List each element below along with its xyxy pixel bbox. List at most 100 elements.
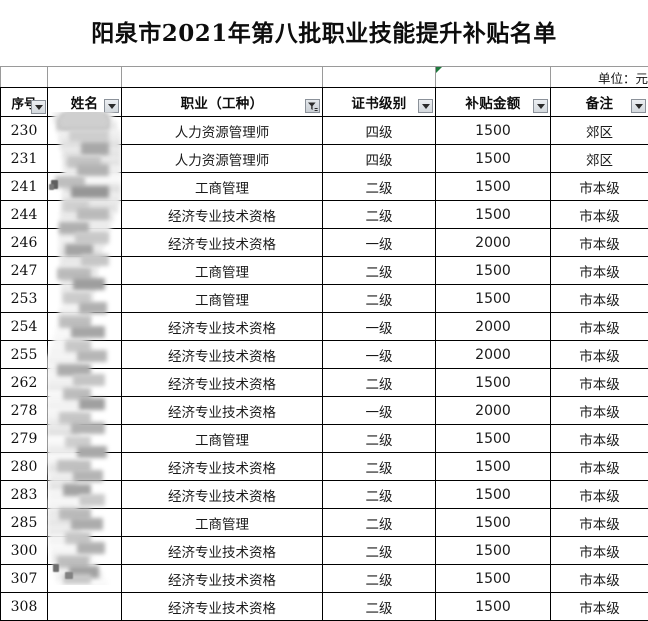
cell-job: 经济专业技术资格 xyxy=(122,537,323,565)
filter-funnel-icon[interactable] xyxy=(305,99,320,113)
chevron-down-icon[interactable] xyxy=(533,99,548,113)
column-header-note-label: 备注 xyxy=(586,92,614,112)
title-band: 阳泉市2021年第八批职业技能提升补贴名单 xyxy=(0,0,648,66)
cell-certificate-level: 二级 xyxy=(323,173,436,201)
cell-index: 230 xyxy=(1,117,48,145)
cell-name-redacted xyxy=(48,145,122,173)
cell-amount: 1500 xyxy=(436,257,551,285)
cell-job: 人力资源管理师 xyxy=(122,117,323,145)
cell-amount: 2000 xyxy=(436,341,551,369)
cell-note: 市本级 xyxy=(551,509,648,537)
cell-name-redacted xyxy=(48,341,122,369)
cell-note: 市本级 xyxy=(551,257,648,285)
cell-certificate-level: 二级 xyxy=(323,453,436,481)
cell-job: 经济专业技术资格 xyxy=(122,229,323,257)
cell-job: 经济专业技术资格 xyxy=(122,481,323,509)
cell-index: 231 xyxy=(1,145,48,173)
column-header-name: 姓名 xyxy=(48,88,122,117)
cell-amount: 1500 xyxy=(436,145,551,173)
cell-name-redacted xyxy=(48,397,122,425)
cell-index: 308 xyxy=(1,593,48,621)
spreadsheet-sheet: 阳泉市2021年第八批职业技能提升补贴名单 单位：元 xyxy=(0,0,648,585)
column-header-note: 备注 xyxy=(551,88,648,117)
cell-certificate-level: 二级 xyxy=(323,285,436,313)
cell-amount: 1500 xyxy=(436,453,551,481)
column-header-amount-label: 补贴金额 xyxy=(465,92,520,112)
cell-index: 279 xyxy=(1,425,48,453)
cell-job: 工商管理 xyxy=(122,285,323,313)
cell-name-redacted xyxy=(48,481,122,509)
column-header-name-label: 姓名 xyxy=(71,92,99,112)
cell-comment-flag-icon xyxy=(436,67,442,73)
cell-certificate-level: 二级 xyxy=(323,593,436,621)
cell-note: 郊区 xyxy=(551,117,648,145)
cell-index: 278 xyxy=(1,397,48,425)
cell-job: 工商管理 xyxy=(122,257,323,285)
cell-name-redacted xyxy=(48,173,122,201)
cell-amount: 1500 xyxy=(436,201,551,229)
cell-note: 市本级 xyxy=(551,593,648,621)
cell-index: 253 xyxy=(1,285,48,313)
cell-job: 经济专业技术资格 xyxy=(122,341,323,369)
cell-amount: 1500 xyxy=(436,565,551,593)
cell-name-redacted xyxy=(48,425,122,453)
chevron-down-icon[interactable] xyxy=(631,99,646,113)
chevron-down-icon[interactable] xyxy=(104,99,119,113)
cell-job: 经济专业技术资格 xyxy=(122,453,323,481)
cell-job: 经济专业技术资格 xyxy=(122,593,323,621)
cell-amount: 1500 xyxy=(436,593,551,621)
cell-note: 市本级 xyxy=(551,341,648,369)
chevron-down-icon[interactable] xyxy=(418,99,433,113)
cell-job: 人力资源管理师 xyxy=(122,145,323,173)
cell-amount: 1500 xyxy=(436,481,551,509)
cell-certificate-level: 二级 xyxy=(323,481,436,509)
cell-name-redacted xyxy=(48,593,122,621)
cell-note: 市本级 xyxy=(551,369,648,397)
cell-amount: 2000 xyxy=(436,313,551,341)
cell-amount: 2000 xyxy=(436,397,551,425)
cell-certificate-level: 四级 xyxy=(323,145,436,173)
cell-certificate-level: 二级 xyxy=(323,257,436,285)
cell-certificate-level: 一级 xyxy=(323,397,436,425)
unit-row-cell-3 xyxy=(122,67,323,88)
cell-certificate-level: 二级 xyxy=(323,201,436,229)
cell-note: 市本级 xyxy=(551,453,648,481)
unit-row-cell-5 xyxy=(436,67,551,88)
cell-amount: 1500 xyxy=(436,117,551,145)
cell-note: 市本级 xyxy=(551,173,648,201)
cell-amount: 1500 xyxy=(436,369,551,397)
cell-certificate-level: 一级 xyxy=(323,341,436,369)
cell-note: 市本级 xyxy=(551,229,648,257)
unit-row: 单位：元 xyxy=(1,67,648,88)
column-header-index: 序号 xyxy=(1,88,48,117)
chevron-down-icon[interactable] xyxy=(31,100,46,114)
cell-name-redacted xyxy=(48,313,122,341)
column-header-job-label: 职业（工种） xyxy=(181,92,264,112)
cell-amount: 1500 xyxy=(436,537,551,565)
cell-job: 经济专业技术资格 xyxy=(122,565,323,593)
cell-note: 市本级 xyxy=(551,537,648,565)
cell-certificate-level: 四级 xyxy=(323,117,436,145)
column-header-certificate-level-label: 证书级别 xyxy=(351,92,406,112)
cell-certificate-level: 二级 xyxy=(323,369,436,397)
cell-note: 市本级 xyxy=(551,201,648,229)
cell-index: 244 xyxy=(1,201,48,229)
cell-job: 工商管理 xyxy=(122,425,323,453)
unit-row-cell-4 xyxy=(323,67,436,88)
cell-job: 经济专业技术资格 xyxy=(122,369,323,397)
unit-row-cell-2 xyxy=(48,67,122,88)
cell-amount: 1500 xyxy=(436,173,551,201)
cell-index: 247 xyxy=(1,257,48,285)
column-header-amount: 补贴金额 xyxy=(436,88,551,117)
